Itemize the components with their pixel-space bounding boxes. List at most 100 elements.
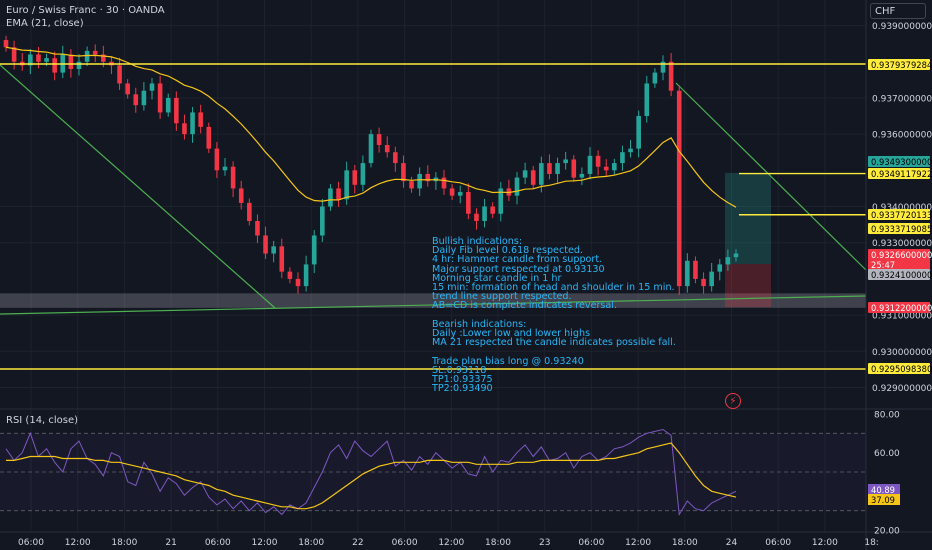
rsi-ma-line — [6, 442, 737, 510]
candle-body — [701, 278, 706, 287]
candles — [3, 35, 739, 295]
candle-body — [539, 163, 544, 185]
candle-body — [214, 148, 220, 171]
price-label-text: 0.93377201331 — [871, 210, 932, 220]
time-tick-label: 23 — [539, 538, 550, 548]
candle-body — [676, 90, 682, 287]
symbol-title[interactable]: Euro / Swiss Franc · 30 · OANDA — [6, 5, 165, 16]
support-zone — [0, 293, 866, 308]
candle-body — [190, 112, 195, 135]
horizontal-levels[interactable] — [0, 63, 866, 370]
candle-body — [685, 260, 690, 287]
rsi-legend[interactable]: RSI (14, close) — [6, 415, 79, 426]
price-tick-label: 0.92900000000 — [872, 384, 932, 394]
candle-body — [11, 47, 17, 62]
rsi-panel — [0, 428, 866, 517]
ema-legend[interactable]: EMA (21, close) — [6, 18, 84, 29]
candle-body — [279, 246, 285, 272]
price-label-text: 0.93337190851 — [871, 224, 932, 234]
analysis-annotation[interactable]: Bullish indications: Daily Fib level 0.6… — [432, 236, 676, 395]
candle-body — [449, 188, 455, 196]
candle-body — [101, 54, 106, 62]
price-label-text: 0.92950983800 — [871, 364, 932, 374]
price-label-box — [868, 249, 930, 260]
time-tick-label: 21 — [165, 538, 176, 548]
rsi-tick-label: 80.00 — [874, 411, 900, 421]
price-tick-label: 0.93900000000 — [872, 22, 932, 32]
grid-lines — [0, 0, 873, 532]
candle-body — [238, 188, 244, 203]
candle-body — [555, 163, 560, 174]
candle-body — [457, 192, 463, 196]
candle-body — [579, 173, 585, 178]
candle-body — [693, 260, 698, 279]
lightning-icon[interactable]: ⚡ — [725, 393, 741, 409]
trade-target-zone — [725, 172, 771, 265]
candle-body — [466, 192, 471, 214]
candle-body — [393, 152, 398, 164]
candle-body — [157, 83, 163, 113]
candle-body — [182, 123, 187, 135]
price-label-text: 0.93266000000 — [871, 250, 932, 260]
candle-body — [644, 83, 650, 117]
rsi-tick-label: 60.00 — [874, 449, 900, 459]
candle-body — [44, 58, 49, 62]
price-label-box — [868, 269, 930, 280]
time-tick-label: 06:00 — [765, 538, 791, 548]
price-label-box — [868, 209, 930, 220]
price-tick-label: 0.93300000000 — [872, 239, 932, 249]
candle-body — [222, 166, 228, 171]
candle-body — [660, 61, 666, 73]
candle-body — [198, 112, 203, 127]
rsi-value-box — [868, 494, 900, 505]
trend-lines — [0, 64, 867, 315]
trade-stop-zone — [725, 264, 771, 308]
candle-body — [92, 50, 98, 55]
candle-body — [514, 177, 520, 196]
candle-body — [587, 155, 593, 174]
price-label-box — [868, 156, 930, 167]
price-tick-label: 0.93000000000 — [872, 348, 932, 358]
candle-body — [709, 271, 714, 287]
price-label-box — [868, 259, 930, 270]
candle-body — [206, 126, 212, 149]
rsi-value-label: 37.09 — [871, 495, 895, 505]
candle-body — [725, 257, 731, 265]
candle-body — [360, 163, 366, 185]
candle-body — [165, 97, 171, 113]
time-tick-label: 18:00 — [298, 538, 324, 548]
candle-body — [490, 206, 495, 214]
time-tick-label: 24 — [726, 538, 738, 548]
candle-body — [522, 170, 528, 178]
price-label-box — [868, 59, 930, 70]
time-tick-label: 12:00 — [438, 538, 464, 548]
price-label-box — [868, 168, 930, 179]
candle-body — [612, 163, 617, 171]
time-tick-label: 18:00 — [672, 538, 698, 548]
price-label-text: 0.93493000000 — [871, 157, 932, 167]
candle-body — [336, 188, 341, 200]
time-tick-label: 06:00 — [205, 538, 231, 548]
price-label-text: 25:47 — [871, 260, 895, 270]
price-label-box — [868, 302, 930, 313]
time-tick-label: 12:00 — [812, 538, 838, 548]
candle-body — [68, 54, 74, 69]
candle-body — [571, 159, 577, 178]
candle-body — [149, 83, 155, 91]
candle-body — [595, 155, 601, 167]
candle-body — [636, 116, 641, 149]
candle-body — [401, 163, 406, 182]
candle-body — [174, 97, 179, 124]
time-tick-label: 12:00 — [252, 538, 278, 548]
price-label-text: 0.93491179229 — [871, 169, 932, 179]
candle-body — [474, 213, 479, 221]
candle-body — [498, 188, 504, 214]
price-label-text: 0.93122000000 — [871, 303, 932, 313]
price-label-text: 0.93241000000 — [871, 270, 932, 280]
currency-button[interactable]: CHF — [870, 3, 926, 19]
rsi-tick-label: 20.00 — [874, 527, 900, 537]
time-tick-label: 06:00 — [578, 538, 604, 548]
